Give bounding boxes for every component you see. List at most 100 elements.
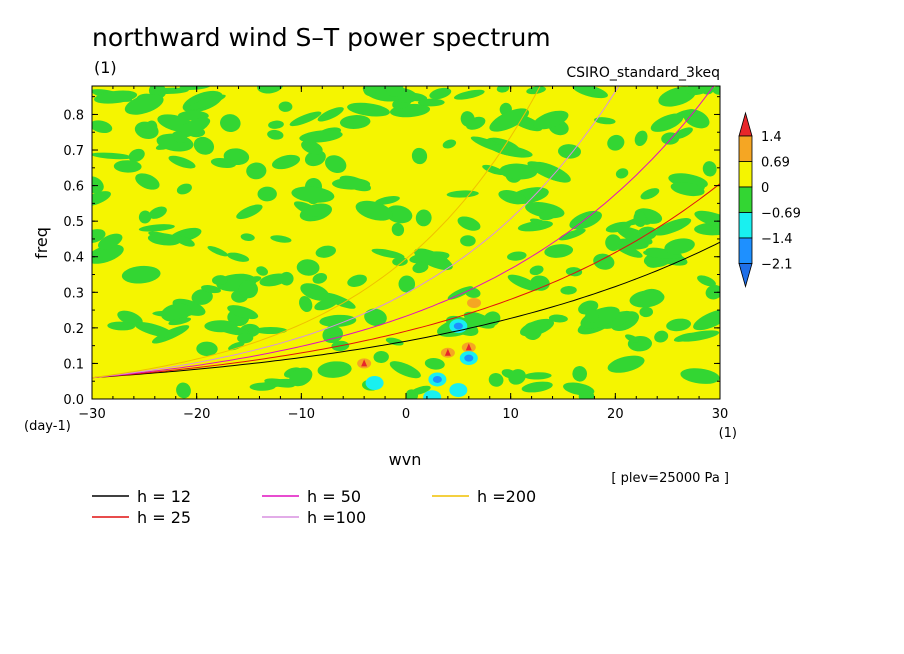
field-patch [92,152,133,160]
field-patch [580,306,620,329]
field-patch [683,109,710,129]
colorbar-label: 0.69 [761,156,790,171]
field-patch [488,373,504,387]
field-patch [168,317,192,326]
field-patch [92,176,104,194]
field-patch [128,148,145,162]
field-patch [673,127,693,140]
field-patch [460,235,476,247]
field-patch [296,259,320,276]
colorbar-label: 0 [761,181,769,196]
legend-label: h = 12 [137,487,191,506]
field-patch [414,248,453,271]
field-patch [565,267,583,277]
field-patch [317,361,352,378]
field-patch [389,361,421,379]
y-tick-label: 0.3 [63,286,84,301]
field-patch [240,233,255,241]
legend-label: h =200 [477,487,536,506]
field-patch [176,183,192,195]
y-axis: 0.0 0.1 0.2 0.3 0.4 0.5 0.6 0.7 0.8 [63,96,720,408]
field-patch [623,217,648,226]
field-patch [670,182,705,197]
field-patch [293,201,322,217]
field-patch [533,110,569,130]
model-subtitle: CSIRO_standard_3keq [566,65,720,81]
field-patch [524,372,552,380]
field-patch [144,120,158,136]
field-patch [539,209,558,221]
field-patch [175,117,211,139]
field-patch [453,89,485,100]
anomaly-core [361,359,368,367]
legend: h = 12 h = 25 h = 50 h =100 h =200 [92,487,536,527]
colorbar-cap-bottom [738,263,753,288]
curve-50 [92,86,715,379]
colorbar-cap-top [738,111,753,137]
field-patch [267,129,284,140]
field-patch [257,186,277,202]
field-patch [138,224,175,232]
colorbar-segment [738,212,753,239]
field-patch [228,341,245,351]
x-tick-label: 30 [712,407,729,422]
field-patch [339,175,372,192]
colorbar-segment [738,161,753,188]
colorbar-label: 1.4 [761,130,782,145]
y-tick-label: 0.1 [63,357,84,372]
field-patch [410,385,431,396]
field-patch [385,205,413,224]
field-patch [315,245,336,258]
field-patch [615,168,629,179]
x-tick-label: −30 [78,407,105,422]
colorbar-segment [738,237,753,264]
field-patch [664,238,695,255]
field-patch [347,274,367,287]
anomaly-core [453,322,463,330]
field-patch [220,114,241,133]
field-patch [355,200,393,221]
anomaly-mark [365,375,384,390]
field-patch [593,253,615,270]
field-patch [650,113,684,132]
field-patch [544,244,574,258]
field-patch [171,131,188,143]
field-patch [694,210,720,229]
field-patch [424,358,445,370]
field-patch [322,325,343,344]
field-patch [121,265,161,284]
colorbar-segment [738,186,753,213]
y-tick-label: 0.7 [63,144,84,159]
x-tick-label: −20 [183,407,210,422]
field-patch [254,326,288,335]
field-patch [289,367,313,387]
field-patch [193,136,215,155]
field-patch [246,162,267,180]
y-tick-label: 0.2 [63,322,84,337]
field-patch [271,154,301,170]
field-patch [256,266,268,276]
colorbar-label: −1.4 [761,232,793,247]
field-patch [634,130,648,146]
field-patch [207,246,228,257]
x-tick-label: 10 [502,407,519,422]
x-tick-label: 20 [607,407,624,422]
field-patch [386,86,404,97]
field-patch [135,173,160,190]
legend-label: h =100 [307,508,366,527]
field-patch [585,309,599,323]
unit-label: (1) [94,58,117,77]
field-patch [204,320,238,333]
x-tick-label: 0 [402,407,410,422]
field-patch [521,381,553,393]
field-patch [319,314,357,327]
field-patch [460,111,475,127]
anomaly-mark [467,297,482,308]
field-patch [363,86,377,97]
field-patch [138,210,152,224]
x-tick-label: −10 [288,407,315,422]
field-patch [147,233,181,246]
legend-label: h = 50 [307,487,361,506]
field-patch [317,107,344,122]
field-patch [160,303,192,322]
